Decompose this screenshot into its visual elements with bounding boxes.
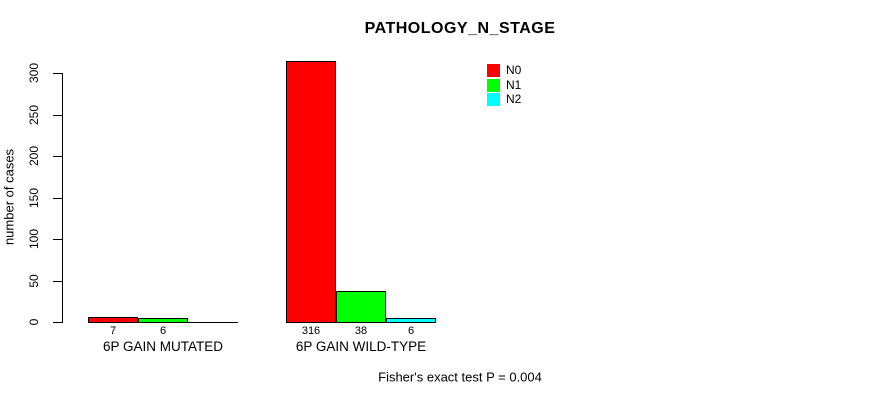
bar-n0-6p-gain-wild-type xyxy=(286,61,336,323)
legend-swatch-n0 xyxy=(487,64,500,77)
y-axis-tick-label: 200 xyxy=(27,145,41,167)
bar-value-label: 6 xyxy=(159,325,167,337)
legend-label: N1 xyxy=(506,77,522,92)
x-group-label-6p-gain-wild-type: 6P GAIN WILD-TYPE xyxy=(295,339,427,354)
y-axis-tick-label: 300 xyxy=(27,62,41,84)
y-axis-title: number of cases xyxy=(1,148,17,246)
legend-item-n1: N1 xyxy=(487,77,522,92)
y-axis-tick xyxy=(53,322,62,323)
legend-swatch-n2 xyxy=(487,93,500,106)
y-axis-tick xyxy=(53,73,62,74)
bar-n0-6p-gain-mutated xyxy=(88,317,138,323)
y-axis-tick-label: 0 xyxy=(27,318,41,326)
y-axis-tick xyxy=(53,198,62,199)
y-axis-tick-label: 250 xyxy=(27,104,41,126)
y-axis-tick xyxy=(53,239,62,240)
y-axis-tick-label: 100 xyxy=(27,228,41,250)
x-group-label-6p-gain-mutated: 6P GAIN MUTATED xyxy=(102,339,224,354)
legend-item-n0: N0 xyxy=(487,64,521,77)
legend-item-n2: N2 xyxy=(487,93,521,106)
legend-swatch-n1 xyxy=(487,78,500,92)
chart-title: PATHOLOGY_N_STAGE xyxy=(364,20,556,37)
bar-n1-6p-gain-wild-type xyxy=(336,291,386,323)
bar-n1-6p-gain-mutated xyxy=(138,318,188,323)
y-axis-tick-label: 150 xyxy=(27,187,41,209)
bar-value-label: 7 xyxy=(109,325,117,337)
legend-label: N0 xyxy=(506,63,522,77)
bar-value-label: 6 xyxy=(407,325,415,337)
bar-value-label: 316 xyxy=(301,325,321,337)
legend: N0 N1 N2 xyxy=(487,64,521,106)
y-axis-tick-label: 50 xyxy=(27,274,41,288)
y-axis-tick xyxy=(53,281,62,282)
y-axis-tick xyxy=(53,115,62,116)
bar-n2-6p-gain-wild-type xyxy=(386,318,436,323)
y-axis-tick xyxy=(53,156,62,157)
legend-label: N2 xyxy=(506,92,522,106)
y-axis-line xyxy=(62,73,63,323)
bar-value-label: 38 xyxy=(354,325,368,337)
footer-note: Fisher's exact test P = 0.004 xyxy=(378,369,542,385)
